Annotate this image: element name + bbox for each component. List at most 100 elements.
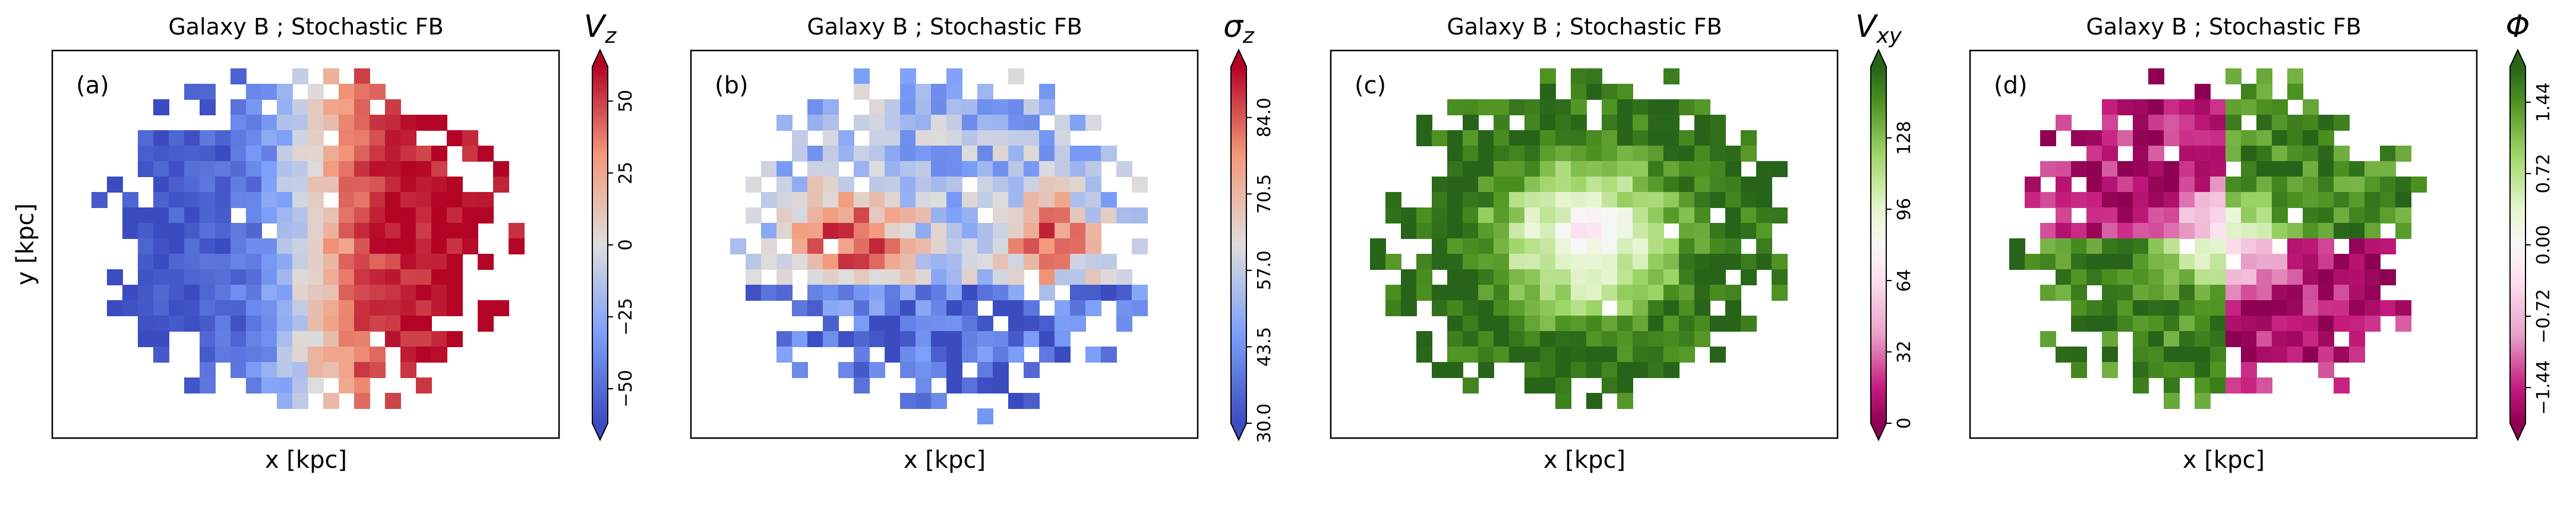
heatmap-cell (339, 161, 355, 177)
heatmap-cell (854, 300, 870, 316)
heatmap-cell (1524, 362, 1540, 378)
heatmap-cell (1478, 146, 1494, 162)
heatmap-cell (2195, 285, 2211, 301)
heatmap-cell (339, 238, 355, 254)
heatmap-cell (1663, 161, 1680, 177)
heatmap-cell (2086, 161, 2103, 177)
heatmap-cell (1101, 192, 1117, 208)
heatmap-cell (354, 377, 370, 394)
heatmap-cell (792, 254, 808, 270)
heatmap-cell (323, 331, 339, 347)
heatmap-cell (1648, 130, 1664, 146)
heatmap-cell (1648, 146, 1664, 162)
heatmap-cell (1555, 223, 1571, 239)
heatmap-cell (184, 207, 200, 223)
heatmap-cell (2241, 177, 2257, 193)
heatmap-cell (354, 99, 370, 115)
heatmap-cell (1085, 207, 1101, 223)
heatmap-cell (776, 177, 793, 193)
heatmap-cell (977, 84, 993, 100)
heatmap-cell (838, 223, 854, 239)
heatmap-cell (1070, 316, 1086, 332)
heatmap-cell (2241, 316, 2257, 332)
heatmap-cell (2272, 285, 2288, 301)
heatmap-cell (1039, 269, 1055, 285)
heatmap-cell (261, 115, 277, 131)
heatmap-cell (2272, 161, 2288, 177)
colorbar-tick-label: 30.0 (1254, 404, 1275, 443)
heatmap-cell (292, 207, 308, 223)
heatmap-cell (2287, 192, 2303, 208)
heatmap-cell (838, 331, 854, 347)
heatmap-cell (1725, 238, 1741, 254)
heatmap-cell (776, 347, 793, 363)
heatmap-cell (1116, 300, 1132, 316)
heatmap-cell (431, 269, 447, 285)
heatmap-cell (107, 269, 123, 285)
heatmap-cell (1571, 115, 1587, 131)
heatmap-cell (169, 177, 185, 193)
heatmap-cell (1540, 223, 1556, 239)
heatmap-cell (900, 68, 916, 84)
heatmap-cell (2117, 161, 2133, 177)
heatmap-cell (1509, 223, 1525, 239)
heatmap-cell (2241, 269, 2257, 285)
heatmap-cell (385, 316, 401, 332)
heatmap-cell (153, 254, 169, 270)
heatmap-cell (1633, 285, 1649, 301)
heatmap-cell (2210, 316, 2226, 332)
heatmap-cell (2102, 300, 2118, 316)
heatmap-cell (1540, 68, 1556, 84)
heatmap-cell (2133, 377, 2149, 394)
heatmap-cell (2086, 130, 2103, 146)
colorbar-gradient (1871, 67, 1886, 423)
heatmap-cell (1633, 146, 1649, 162)
heatmap-cell (1008, 146, 1024, 162)
heatmap-cell (792, 192, 808, 208)
colorbar-extend-max (1231, 50, 1246, 67)
heatmap-cell (431, 300, 447, 316)
heatmap-cell (2395, 223, 2411, 239)
colorbar-tick-label: 64 (1894, 269, 1915, 292)
heatmap-cell (2210, 177, 2226, 193)
heatmap-cell (215, 254, 231, 270)
heatmap-cell (2056, 238, 2072, 254)
heatmap-cell (277, 316, 293, 332)
heatmap-cell (946, 192, 962, 208)
heatmap-cell (1555, 285, 1571, 301)
heatmap-cell (1756, 177, 1772, 193)
heatmap-cell (1725, 161, 1741, 177)
heatmap-cell (1648, 161, 1664, 177)
heatmap-cell (977, 347, 993, 363)
heatmap-cell (1085, 161, 1101, 177)
heatmap-cell (916, 300, 932, 316)
heatmap-cell (1463, 331, 1479, 347)
heatmap-cell (807, 192, 823, 208)
x-axis-label: x [kpc] (904, 446, 986, 474)
heatmap-cell (1008, 68, 1024, 84)
heatmap-cell (2225, 269, 2242, 285)
heatmap-cell (277, 207, 293, 223)
heatmap-cell (977, 192, 993, 208)
heatmap-cell (1648, 316, 1664, 332)
panel-title: Galaxy B ; Stochastic FB (1447, 14, 1722, 40)
heatmap-plot-area (91, 68, 525, 409)
heatmap-cell (323, 238, 339, 254)
heatmap-cell (1571, 207, 1587, 223)
heatmap-cell (277, 377, 293, 394)
heatmap-cell (869, 161, 885, 177)
heatmap-cell (2071, 192, 2087, 208)
heatmap-cell (153, 331, 169, 347)
heatmap-cell (1385, 207, 1401, 223)
heatmap-cell (885, 347, 901, 363)
heatmap-cell (993, 254, 1009, 270)
heatmap-cell (1478, 300, 1494, 316)
heatmap-cell (1509, 331, 1525, 347)
heatmap-cell (946, 377, 962, 394)
heatmap-cell (2334, 161, 2350, 177)
heatmap-cell (885, 300, 901, 316)
heatmap-cell (292, 99, 308, 115)
heatmap-cell (2256, 285, 2272, 301)
heatmap-cell (215, 130, 231, 146)
heatmap-cell (807, 300, 823, 316)
